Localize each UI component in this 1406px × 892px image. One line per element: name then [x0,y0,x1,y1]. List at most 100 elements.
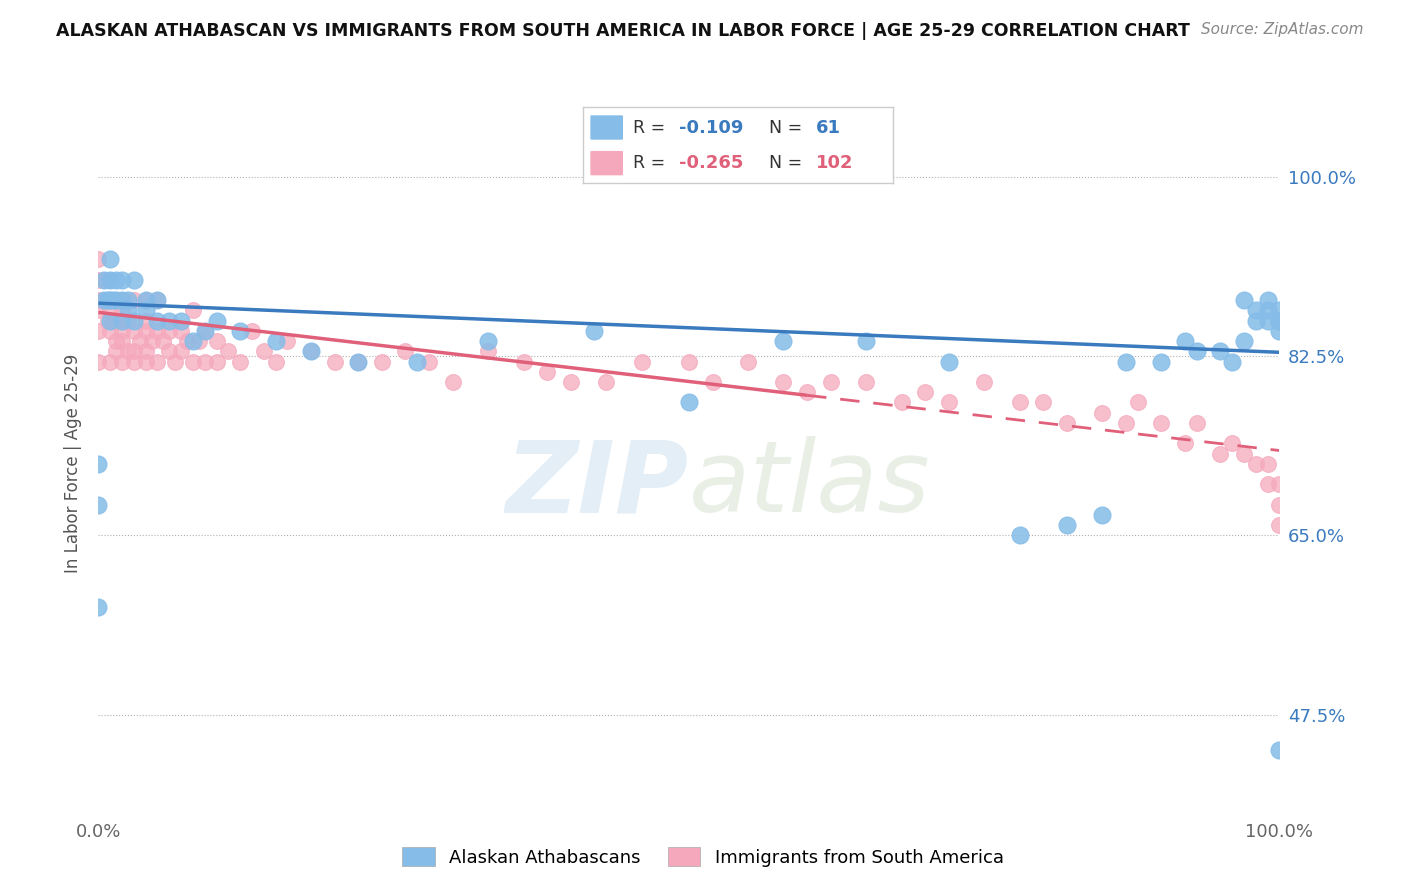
Point [111,293,134,307]
Point [1185,416,1208,430]
Point [1209,344,1232,359]
Point [135,354,157,368]
Text: R =: R = [633,154,665,172]
Text: -0.109: -0.109 [679,119,744,136]
Point [1257,457,1279,471]
Point [111,354,134,368]
Point [98,273,121,287]
Point [87,498,110,512]
Point [194,324,217,338]
Point [1150,354,1173,368]
Point [87,457,110,471]
Point [1244,313,1267,327]
Point [1268,313,1291,327]
Point [105,334,128,348]
Point [264,334,287,348]
FancyBboxPatch shape [589,150,624,176]
Point [678,354,700,368]
Point [157,344,180,359]
Point [87,600,110,615]
Point [1220,436,1243,450]
Point [117,344,139,359]
Point [1268,477,1291,491]
Point [122,354,145,368]
Point [1268,743,1291,757]
Point [938,395,960,409]
Point [98,303,121,318]
Point [135,293,157,307]
Point [93,273,115,287]
Point [170,324,193,338]
Point [1268,498,1291,512]
Text: ZIP: ZIP [506,436,689,533]
Point [135,293,157,307]
Point [1257,303,1279,318]
Point [122,324,145,338]
Point [1244,457,1267,471]
Point [323,354,346,368]
Point [477,344,499,359]
Point [772,334,794,348]
Point [737,354,759,368]
Point [105,273,128,287]
Point [630,354,652,368]
Point [146,354,169,368]
Point [93,293,115,307]
Point [117,293,139,307]
Point [101,313,124,327]
Point [146,293,169,307]
Point [122,344,145,359]
Point [87,273,110,287]
Point [394,344,416,359]
Point [98,252,121,267]
Point [135,324,157,338]
Point [101,293,124,307]
Point [1233,334,1256,348]
Point [187,334,209,348]
Point [1115,416,1137,430]
Y-axis label: In Labor Force | Age 25-29: In Labor Force | Age 25-29 [65,354,83,574]
Point [122,293,145,307]
Point [1185,344,1208,359]
Point [135,344,157,359]
Text: -0.265: -0.265 [679,154,744,172]
Point [105,344,128,359]
Point [146,293,169,307]
Text: R =: R = [633,119,665,136]
Text: ALASKAN ATHABASCAN VS IMMIGRANTS FROM SOUTH AMERICA IN LABOR FORCE | AGE 25-29 C: ALASKAN ATHABASCAN VS IMMIGRANTS FROM SO… [56,22,1189,40]
Point [105,293,128,307]
Point [1091,406,1114,420]
Point [583,324,606,338]
Point [205,313,228,327]
Point [176,334,198,348]
Point [111,293,134,307]
Point [1244,303,1267,318]
Point [1056,416,1078,430]
Point [146,324,169,338]
Point [1174,436,1197,450]
Point [157,313,180,327]
Point [170,313,193,327]
Point [276,334,298,348]
Point [111,273,134,287]
Point [938,354,960,368]
Point [855,375,877,389]
Point [87,324,110,338]
Point [890,395,912,409]
Point [135,313,157,327]
Point [702,375,724,389]
Point [1008,528,1031,542]
Point [536,365,558,379]
Point [371,354,394,368]
Point [105,293,128,307]
Point [1268,313,1291,327]
Point [135,303,157,318]
Point [108,313,131,327]
Point [1233,447,1256,461]
Point [1268,518,1291,533]
Point [347,354,370,368]
Point [98,354,121,368]
Point [152,334,174,348]
Point [181,354,204,368]
Point [1150,416,1173,430]
